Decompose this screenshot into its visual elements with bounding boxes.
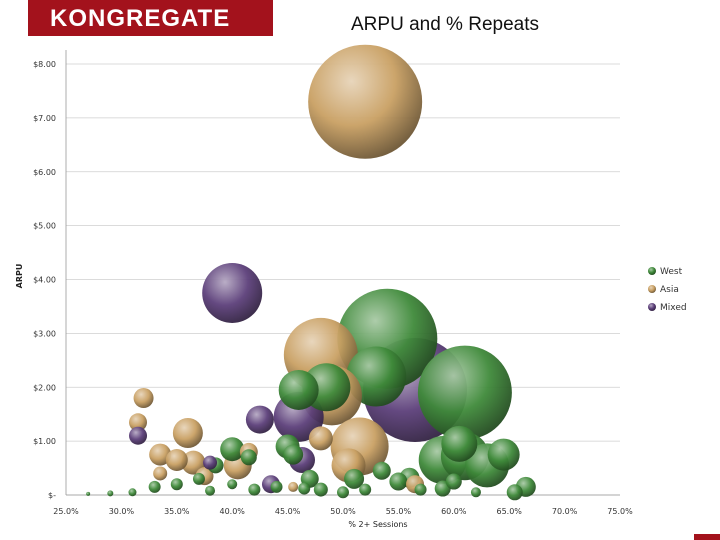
bubble-asia (308, 426, 333, 451)
bubble-asia (133, 388, 154, 409)
bubble-west (192, 472, 205, 485)
bubble-mixed (202, 262, 263, 323)
bubble-west (148, 480, 161, 493)
x-tick-label: 60.0% (441, 507, 467, 516)
bubble-asia (153, 466, 168, 481)
bubble-mixed (203, 455, 218, 470)
legend-marker-asia (648, 285, 656, 293)
legend: West Asia Mixed (648, 267, 687, 313)
kongregate-logo: KONGREGATE (28, 0, 273, 36)
y-tick-label: $2.00 (33, 383, 56, 392)
bubble-west (337, 486, 349, 499)
y-tick-label: $7.00 (33, 114, 56, 123)
footer-accent (694, 534, 720, 540)
bubble-west (270, 480, 283, 493)
x-tick-label: 75.0% (607, 507, 633, 516)
bubble-west (389, 472, 408, 491)
bubble-west (220, 437, 245, 462)
y-tick-label: $4.00 (33, 276, 56, 285)
x-tick-label: 50.0% (330, 507, 356, 516)
bubble-asia (288, 481, 299, 492)
bubble-west (414, 483, 427, 496)
bubble-asia (172, 418, 203, 449)
legend-marker-west (648, 267, 656, 275)
bubble-west (278, 369, 319, 410)
x-tick-label: 40.0% (219, 507, 245, 516)
bubble-west (170, 478, 183, 491)
bubble-asia (308, 44, 423, 159)
legend-marker-mixed (648, 303, 656, 311)
x-tick-label: 35.0% (164, 507, 190, 516)
bubble-west (283, 444, 304, 465)
x-tick-label: 55.0% (386, 507, 412, 516)
bubble-west (298, 482, 311, 495)
bubble-west (506, 484, 523, 501)
bubble-mixed (129, 426, 148, 445)
y-tick-label: $5.00 (33, 222, 56, 231)
bubble-west (487, 438, 520, 471)
bubble-west (344, 468, 365, 489)
bubble-west (240, 449, 257, 466)
y-tick-label: $6.00 (33, 168, 56, 177)
bubble-west (248, 483, 261, 496)
bubble-west (313, 482, 328, 497)
bubble-west (441, 425, 478, 462)
bubble-west (470, 487, 481, 498)
bubble-mixed (245, 405, 274, 434)
chart-title: ARPU and % Repeats (351, 14, 539, 35)
bubble-west (359, 483, 372, 496)
bubble-west (227, 479, 238, 490)
bubble-asia (181, 450, 206, 475)
bubble-west (417, 345, 512, 440)
bubble-west (445, 473, 462, 490)
legend-label-asia: Asia (660, 285, 679, 295)
bubble-asia (165, 448, 188, 471)
bubbles (86, 44, 536, 501)
x-tick-label: 45.0% (275, 507, 301, 516)
bubble-west (372, 461, 391, 480)
x-tick-label: 65.0% (496, 507, 522, 516)
y-tick-label: $3.00 (33, 329, 56, 338)
x-tick-label: 70.0% (552, 507, 578, 516)
x-tick-label: 25.0% (53, 507, 79, 516)
y-tick-label: $- (48, 491, 56, 500)
bubble-asia (129, 413, 148, 432)
bubble-west (205, 485, 216, 496)
bubble-west (128, 488, 137, 497)
y-tick-label: $8.00 (33, 60, 56, 69)
bubble-west (86, 491, 91, 496)
bubble-asia (149, 443, 172, 466)
x-axis-label: % 2+ Sessions (348, 520, 407, 529)
legend-label-mixed: Mixed (660, 303, 687, 313)
bubble-west (107, 490, 114, 497)
legend-label-west: West (660, 267, 683, 277)
y-axis-label: ARPU (15, 264, 24, 289)
x-tick-label: 30.0% (109, 507, 135, 516)
y-tick-label: $1.00 (33, 437, 56, 446)
